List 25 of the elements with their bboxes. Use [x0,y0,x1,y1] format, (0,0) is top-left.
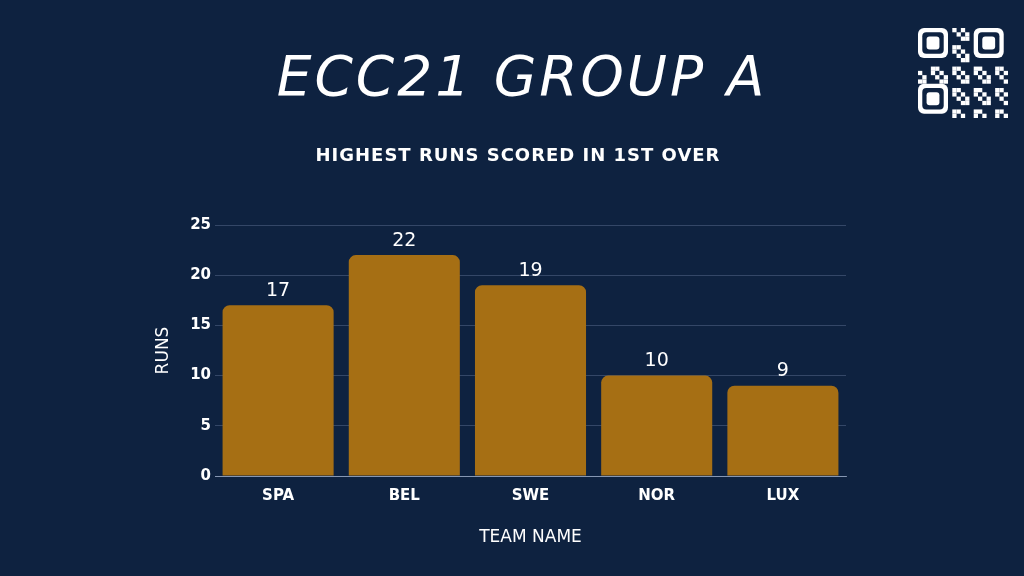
bar [727,385,839,476]
x-tick-label: SWE [511,485,550,504]
x-tick-label: NOR [638,485,676,504]
y-tick-label: 5 [200,415,211,434]
y-tick-label: 20 [190,265,211,284]
x-tick-label: BEL [388,485,421,504]
x-tick-label: SPA [262,485,295,504]
bar [474,285,587,476]
data-label: 19 [518,257,543,280]
x-tick-label: LUX [766,485,800,504]
x-axis-title: TEAM NAME [478,526,582,547]
y-tick-label: 10 [190,365,211,384]
bar [601,375,713,476]
data-label: 10 [644,348,669,371]
y-axis-title: RUNS [151,326,172,375]
bar [222,305,334,476]
y-tick-label: 15 [190,315,211,334]
y-tick-label: 0 [200,465,211,484]
bar [348,255,460,476]
data-label: 17 [266,277,291,300]
data-label: 9 [776,358,789,381]
chart-title: ECC21 GROUP A [275,44,769,108]
chart-subtitle: HIGHEST RUNS SCORED IN 1ST OVER [314,144,722,166]
data-label: 22 [392,227,417,250]
y-tick-label: 25 [190,214,211,233]
